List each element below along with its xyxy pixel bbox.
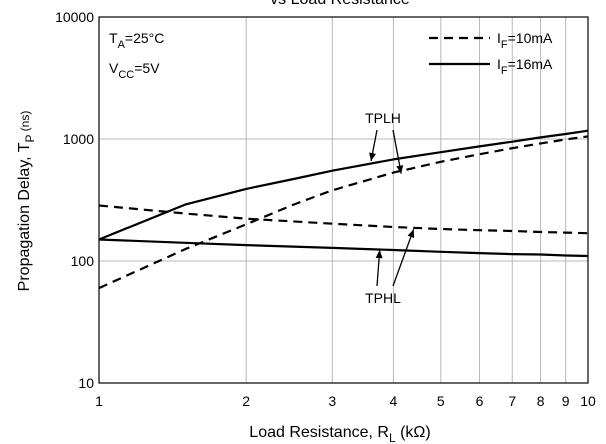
annotation-arrowhead <box>369 152 376 162</box>
test-conditions: TA=25°C VCC=5V <box>109 30 164 81</box>
condition-label-sub: A <box>118 39 126 51</box>
x-tick-label: 4 <box>390 393 398 409</box>
plot-frame <box>98 16 589 384</box>
condition-label-sub: CC <box>118 69 134 81</box>
series-line-tplh-dashed <box>98 135 589 290</box>
chart-title: vs Load Resistance <box>270 0 410 8</box>
x-axis-title: Load Resistance, RL (kΩ) <box>249 424 430 444</box>
x-tick-label: 2 <box>242 393 250 409</box>
annotation-tphl: TPHL <box>365 290 401 306</box>
x-tick-label: 6 <box>476 393 484 409</box>
condition-label: VCC=5V <box>109 60 160 81</box>
series-line-tphl-solid <box>98 238 589 258</box>
legend-label-main: I <box>497 30 501 46</box>
x-tick-label: 7 <box>508 393 516 409</box>
series-line-tphl-dashed <box>98 204 589 235</box>
condition-label-main: V <box>109 60 119 76</box>
y-tick-label: 10000 <box>55 9 94 25</box>
condition-label-rest: =25°C <box>125 30 164 46</box>
x-tick-label: 8 <box>537 393 545 409</box>
y-tick-label: 1000 <box>63 131 94 147</box>
legend-label: IF=16mA <box>497 56 553 77</box>
legend-label-sub: F <box>501 65 508 77</box>
x-tick-label: 3 <box>328 393 336 409</box>
x-tick-label: 5 <box>437 393 445 409</box>
axis-tick-labels: 1 2 3 4 5 6 7 8 9 10 10 100 1000 10000 <box>55 9 596 409</box>
condition-label-main: T <box>109 30 118 46</box>
legend-label-sub: F <box>501 39 508 51</box>
x-tick-label: 9 <box>562 393 570 409</box>
annotation-pointer <box>392 229 415 287</box>
y-axis-title: Propagation Delay, TP (ns) <box>16 111 37 292</box>
legend-label-main: I <box>497 56 501 72</box>
annotation-arrowhead <box>407 229 415 238</box>
x-tick-label: 1 <box>95 393 103 409</box>
annotation-arrowhead <box>375 250 383 259</box>
plot-series <box>98 129 589 290</box>
series-line-tplh-solid <box>98 129 589 241</box>
annotation-tplh: TPLH <box>365 110 401 126</box>
condition-label-rest: =5V <box>134 60 160 76</box>
x-tick-label: 10 <box>580 393 596 409</box>
y-tick-label: 100 <box>71 253 95 269</box>
annotation-arrowhead <box>396 165 404 174</box>
legend-label: IF=10mA <box>497 30 553 51</box>
curve-annotations: TPLH TPHL <box>365 110 415 306</box>
legend-label-rest: =10mA <box>508 30 553 46</box>
y-tick-label: 10 <box>78 375 94 391</box>
legend-label-rest: =16mA <box>508 56 553 72</box>
condition-label: TA=25°C <box>109 30 164 51</box>
grid <box>99 17 588 383</box>
